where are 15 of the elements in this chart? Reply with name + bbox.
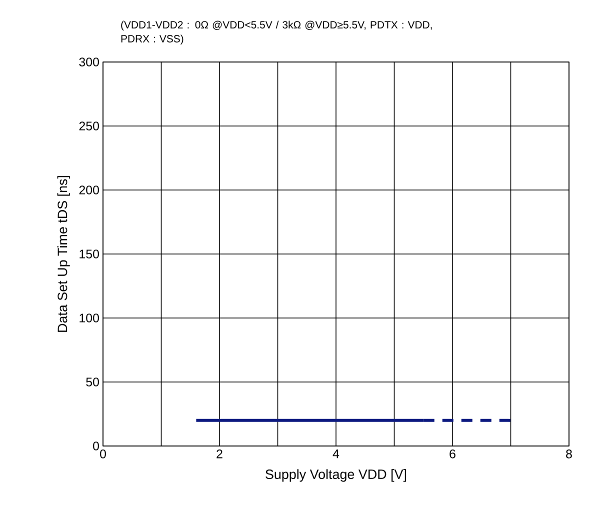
x-tick-label: 8	[566, 450, 572, 458]
chart-title: (VDD1-VDD2 : 0Ω @VDD<5.5V / 3kΩ @VDD≥5.5V, PDTX : VDD, PDRX : VSS)	[121, 20, 432, 45]
x-tick-label: 4	[332, 450, 340, 458]
y-tick-label: 50	[86, 378, 99, 386]
y-axis-title: Data Set Up Time tDS [ns]	[57, 176, 70, 332]
y-tick-label: 150	[80, 250, 99, 258]
y-tick-label: 0	[93, 442, 99, 450]
x-tick-label: 2	[216, 450, 222, 458]
y-tick-label: 200	[79, 186, 99, 194]
y-tick-label: 100	[80, 314, 99, 322]
x-tick-label: 0	[100, 450, 106, 458]
x-axis-title: Supply Voltage VDD [V]	[266, 469, 406, 482]
x-tick-label: 6	[450, 450, 456, 458]
y-tick-label: 300	[79, 58, 99, 66]
y-tick-label: 250	[79, 122, 99, 130]
